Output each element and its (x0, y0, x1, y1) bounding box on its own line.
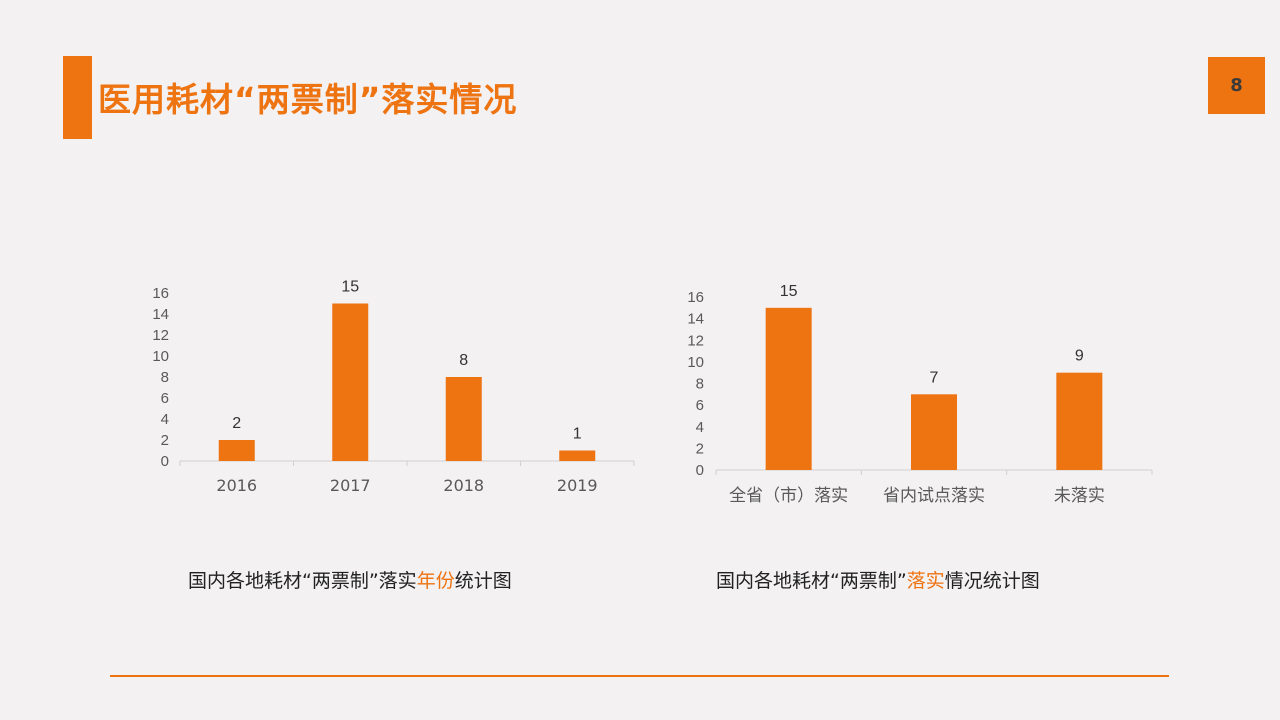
y-tick-label: 0 (696, 462, 704, 479)
caption-text: 国内各地耗材“两票制” (716, 570, 907, 592)
bar-3 (559, 450, 596, 461)
bar-0 (765, 307, 812, 470)
x-category-label: 2017 (330, 476, 371, 495)
x-category-label: 2019 (557, 476, 598, 495)
caption-highlight: 年份 (416, 570, 455, 592)
y-tick-label: 16 (687, 289, 704, 306)
x-category-label: 2018 (443, 476, 484, 495)
y-tick-label: 0 (161, 453, 169, 470)
slide-title: 医用耗材“两票制”落实情况 (98, 80, 518, 119)
y-tick-label: 2 (696, 440, 704, 457)
bar-1 (332, 303, 369, 461)
data-label: 7 (930, 369, 939, 386)
bar-2 (1056, 372, 1103, 470)
y-tick-label: 6 (696, 397, 704, 414)
y-tick-label: 4 (696, 419, 704, 436)
y-tick-label: 2 (161, 432, 169, 449)
y-tick-label: 14 (152, 306, 169, 323)
x-category-label: 2016 (216, 476, 257, 495)
data-label: 2 (232, 415, 241, 432)
caption-year-statistics: 国内各地耗材“两票制”落实年份统计图 (188, 568, 512, 594)
title-accent-bar (63, 56, 92, 139)
x-category-label: 全省（市）落实 (729, 486, 848, 506)
chart-year-statistics: 0 2 4 6 8 10 12 14 16 2 2016 15 2017 8 2018 1 2019 (152, 279, 635, 495)
data-label: 1 (573, 426, 582, 443)
caption-text-end: 情况统计图 (944, 570, 1040, 592)
y-tick-label: 8 (696, 376, 704, 393)
y-tick-label: 12 (687, 332, 704, 349)
y-tick-label: 6 (161, 390, 169, 407)
y-tick-label: 8 (161, 369, 169, 386)
y-tick-label: 10 (687, 354, 704, 371)
y-tick-label: 10 (152, 348, 169, 365)
page-number-badge: 8 (1208, 57, 1265, 114)
y-tick-label: 12 (152, 327, 169, 344)
bar-0 (218, 440, 255, 461)
bar-1 (911, 394, 957, 470)
chart-implementation-statistics: 0 2 4 6 8 10 12 14 16 15 全省（市）落实 7 省内试点落实 9 未落实 (687, 283, 1153, 506)
data-label: 15 (780, 283, 798, 300)
x-category-label: 省内试点落实 (883, 486, 985, 506)
y-tick-label: 16 (152, 285, 169, 302)
data-label: 9 (1075, 348, 1084, 365)
x-category-label: 未落实 (1054, 486, 1105, 506)
data-label: 8 (459, 352, 468, 369)
data-label: 15 (341, 279, 359, 296)
caption-text: 国内各地耗材“两票制”落实 (188, 570, 417, 592)
y-tick-label: 4 (161, 411, 169, 428)
caption-text-end: 统计图 (454, 570, 512, 592)
bottom-divider (110, 675, 1169, 677)
y-tick-label: 14 (687, 311, 704, 328)
caption-highlight: 落实 (906, 570, 945, 592)
caption-implementation-statistics: 国内各地耗材“两票制”落实情况统计图 (716, 568, 1040, 594)
bar-2 (445, 377, 482, 461)
